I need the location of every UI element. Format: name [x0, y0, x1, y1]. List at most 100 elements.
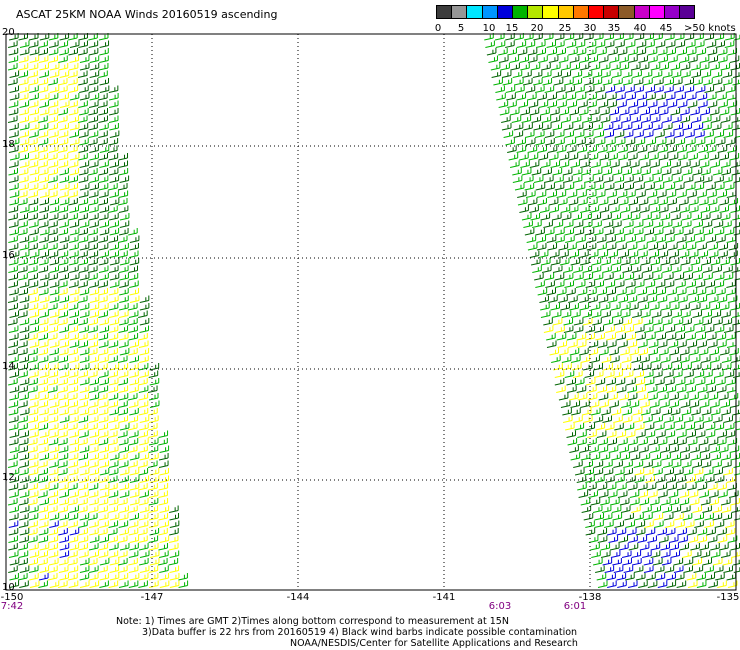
wind-barb	[555, 235, 565, 243]
wind-barb	[554, 183, 565, 191]
wind-barb	[78, 175, 89, 183]
wind-barb	[700, 303, 711, 311]
wind-barb	[529, 160, 540, 168]
wind-barb	[611, 258, 622, 266]
wind-barb	[622, 415, 633, 423]
wind-barb	[562, 168, 573, 176]
wind-barb	[68, 400, 78, 408]
wind-barb	[29, 318, 40, 326]
wind-barb	[644, 520, 654, 528]
wind-barb	[109, 175, 120, 183]
wind-barb	[99, 250, 109, 258]
wind-barb	[48, 550, 59, 558]
wind-barb	[59, 175, 70, 183]
wind-barb	[157, 558, 168, 566]
wind-barb	[697, 528, 708, 536]
wind-barb	[540, 160, 551, 168]
wind-barb	[585, 183, 596, 191]
wind-barb	[723, 265, 733, 273]
wind-barb	[17, 573, 28, 581]
wind-barb	[68, 460, 78, 468]
wind-barb	[683, 558, 694, 566]
wind-barb	[639, 63, 650, 71]
wind-barb	[129, 235, 140, 243]
wind-barb	[633, 228, 644, 236]
wind-barb	[598, 490, 609, 498]
wind-barb	[655, 40, 666, 48]
wind-barb	[540, 108, 550, 116]
wind-barb	[663, 460, 673, 468]
wind-barb	[38, 475, 49, 483]
wind-barb	[27, 355, 38, 363]
wind-barb	[566, 288, 576, 296]
wind-barb	[524, 183, 535, 191]
wind-barb	[39, 370, 50, 378]
wind-barb	[485, 40, 495, 48]
wind-barb	[78, 265, 89, 273]
wind-barb	[594, 183, 605, 191]
wind-barb	[646, 235, 657, 243]
wind-barb	[699, 393, 709, 401]
wind-barb	[658, 153, 669, 161]
wind-barb	[59, 183, 70, 191]
wind-barb	[569, 445, 579, 453]
wind-barb	[29, 168, 40, 176]
wind-barb	[723, 175, 733, 183]
wind-barb	[573, 123, 584, 131]
wind-barb	[8, 415, 19, 423]
wind-barb	[656, 138, 667, 146]
wind-barb	[636, 48, 647, 56]
wind-barb	[657, 48, 668, 56]
wind-barb	[78, 153, 88, 161]
wind-barb	[623, 460, 633, 468]
wind-barb	[720, 160, 731, 168]
wind-barb	[119, 445, 129, 453]
wind-barb	[584, 468, 595, 476]
wind-barb	[647, 190, 658, 198]
wind-barb	[704, 85, 715, 93]
wind-barb	[138, 498, 149, 506]
wind-barb	[69, 55, 80, 63]
wind-barb	[69, 273, 80, 281]
wind-barb	[612, 513, 623, 521]
wind-barb	[719, 108, 730, 116]
wind-barb	[79, 355, 90, 363]
wind-barb	[623, 220, 634, 228]
wind-barb	[98, 280, 108, 288]
wind-barb	[596, 430, 607, 438]
wind-barb	[655, 423, 665, 431]
wind-barb	[517, 198, 528, 206]
wind-barb	[607, 190, 617, 198]
wind-barb	[158, 483, 169, 491]
wind-barb	[648, 438, 659, 446]
wind-barb	[48, 498, 58, 506]
wind-barb	[39, 100, 49, 108]
wind-barb	[670, 205, 681, 213]
wind-barb	[651, 265, 662, 273]
wind-barb	[617, 190, 628, 198]
wind-barb	[733, 462, 740, 468]
wind-barb	[38, 318, 49, 326]
wind-barb	[563, 220, 574, 228]
wind-barb	[29, 393, 40, 401]
wind-barb	[38, 160, 48, 168]
wind-barb	[702, 310, 712, 318]
wind-barb	[88, 273, 98, 281]
wind-barb	[79, 183, 90, 191]
wind-barb	[98, 550, 109, 558]
wind-barb	[572, 78, 583, 86]
wind-barb	[694, 520, 704, 528]
wind-barb	[628, 535, 638, 543]
wind-barb	[159, 468, 169, 476]
wind-barb	[108, 205, 118, 213]
wind-barb	[558, 348, 569, 356]
wind-barb	[139, 325, 150, 333]
wind-barb	[555, 85, 566, 93]
wind-barb	[38, 55, 49, 63]
wind-barb	[68, 198, 78, 206]
wind-barb	[683, 228, 694, 236]
wind-barb	[68, 295, 79, 303]
wind-barb	[584, 370, 595, 378]
wind-barb	[49, 348, 59, 356]
wind-barb	[158, 460, 169, 468]
